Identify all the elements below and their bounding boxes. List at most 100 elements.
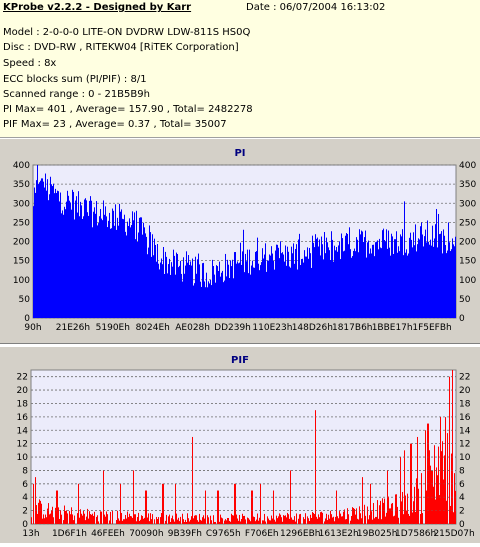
data-bar (172, 266, 173, 318)
data-bar (222, 270, 223, 318)
data-bar (333, 261, 334, 318)
data-bar (311, 517, 312, 524)
data-bar (322, 512, 323, 524)
data-bar (82, 218, 83, 318)
data-bar (447, 433, 448, 524)
data-bar (283, 254, 284, 318)
data-bar (191, 516, 192, 524)
data-bar (210, 515, 211, 524)
data-bar (228, 517, 229, 524)
data-bar (55, 188, 56, 318)
data-bar (293, 519, 294, 524)
data-bar (151, 519, 152, 524)
chart-title: PI (234, 148, 245, 159)
data-bar (208, 517, 209, 524)
data-bar (231, 513, 232, 524)
data-bar (127, 511, 128, 524)
data-bar (154, 519, 155, 524)
data-bar (211, 285, 212, 318)
data-bar (179, 265, 180, 318)
data-bar (138, 232, 139, 318)
data-bar (201, 520, 202, 524)
data-bar (303, 262, 304, 318)
data-bar (347, 508, 348, 524)
data-bar (123, 519, 124, 524)
data-bar (291, 246, 292, 318)
data-bar (128, 225, 129, 318)
data-bar (292, 519, 293, 524)
data-bar (400, 234, 401, 318)
data-bar (56, 193, 57, 318)
data-bar (329, 518, 330, 524)
data-bar (363, 242, 364, 318)
x-tick-label: F706Eh (245, 529, 279, 539)
data-bar (227, 517, 228, 524)
data-bar (439, 234, 440, 318)
data-bar (237, 518, 238, 524)
data-bar (186, 521, 187, 524)
data-bar (382, 498, 383, 524)
data-bar (337, 516, 338, 524)
data-bar (404, 450, 405, 524)
data-bar (334, 521, 335, 524)
data-bar (152, 514, 153, 524)
speed-text: Speed : 8x (3, 58, 57, 69)
data-bar (184, 273, 185, 318)
data-bar (163, 483, 164, 524)
data-bar (338, 518, 339, 524)
data-bar (98, 521, 99, 524)
data-bar (428, 423, 429, 524)
data-bar (235, 252, 236, 318)
data-bar (178, 517, 179, 524)
data-bar (327, 520, 328, 524)
data-bar (239, 514, 240, 524)
data-bar (143, 518, 144, 524)
data-bar (218, 270, 219, 318)
data-bar (271, 246, 272, 318)
data-bar (221, 272, 222, 318)
data-bar (180, 260, 181, 318)
data-bar (410, 443, 411, 524)
data-bar (325, 518, 326, 524)
y-tick-label-left: 10 (17, 453, 29, 463)
data-bar (357, 239, 358, 318)
data-bar (198, 521, 199, 524)
data-bar (192, 258, 193, 318)
data-bar (117, 217, 118, 318)
data-bar (177, 253, 178, 318)
data-bar (386, 512, 387, 524)
data-bar (214, 274, 215, 318)
data-bar (36, 180, 37, 318)
data-bar (343, 511, 344, 524)
data-bar (169, 258, 170, 318)
pif-stats-text: PIF Max= 23 , Average= 0.37 , Total= 350… (3, 119, 227, 130)
data-bar (213, 515, 214, 524)
data-bar (398, 517, 399, 524)
data-bar (327, 242, 328, 318)
data-bar (68, 195, 69, 318)
data-bar (73, 191, 74, 318)
data-bar (399, 251, 400, 318)
data-bar (232, 259, 233, 318)
data-bar (143, 222, 144, 318)
data-bar (88, 215, 89, 318)
data-bar (272, 253, 273, 318)
data-bar (109, 212, 110, 318)
data-bar (261, 262, 262, 318)
data-bar (434, 445, 435, 524)
data-bar (367, 506, 368, 524)
data-bar (305, 513, 306, 524)
data-bar (318, 514, 319, 524)
data-bar (67, 513, 68, 524)
data-bar (447, 250, 448, 318)
data-bar (381, 519, 382, 524)
y-tick-label-left: 6 (22, 480, 28, 490)
data-bar (154, 238, 155, 318)
data-bar (233, 278, 234, 318)
data-bar (33, 483, 34, 524)
data-bar (121, 512, 122, 524)
data-bar (216, 265, 217, 318)
data-bar (107, 514, 108, 524)
data-bar (395, 239, 396, 318)
data-bar (452, 370, 453, 524)
